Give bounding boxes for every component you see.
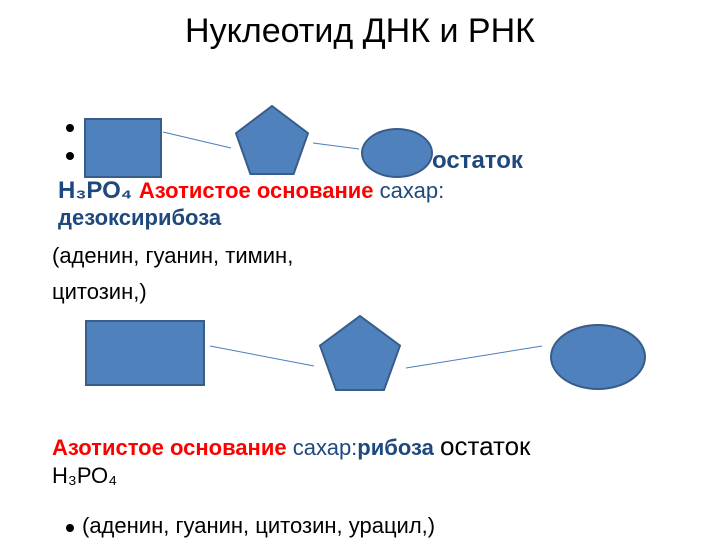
az-osnov: Азотистое основание — [139, 178, 380, 203]
dna-phosphate-rect — [84, 118, 162, 178]
dna-bases-line1: (аденин, гуанин, тимин, — [52, 242, 293, 270]
ostatok-text: остаток — [432, 147, 523, 174]
dezoksiriboza: дезоксирибоза — [58, 204, 221, 232]
dna-bases-line2: цитозин,) — [52, 278, 147, 306]
rna-line1: Азотистое основание сахар:рибоза остаток — [52, 430, 692, 463]
h3po4-part1: Н₃РО — [58, 177, 121, 204]
dna-connector-1 — [163, 132, 233, 150]
bullet-dot-3 — [66, 524, 74, 532]
dna-label-ostatok: остаток — [432, 146, 523, 176]
dna-base-ellipse — [361, 128, 433, 178]
rna-connector-1 — [210, 346, 316, 368]
h3po4-sub: ₄ — [121, 177, 139, 204]
slide: Нуклеотид ДНК и РНК остаток Н₃РО₄ Азотис… — [0, 0, 720, 540]
bullet-dot-1 — [66, 124, 74, 132]
rna-h3po4: Н₃РО₄ — [52, 462, 117, 490]
rna-phosphate-rect — [85, 320, 205, 386]
sahar-label: сахар: — [380, 178, 445, 203]
rna-sugar-pentagon-icon — [320, 316, 400, 390]
slide-title: Нуклеотид ДНК и РНК — [0, 12, 720, 51]
bullet-dot-2 — [66, 152, 74, 160]
dna-line2: Н₃РО₄ Азотистое основание сахар: — [58, 176, 668, 206]
rna-ostatok: остаток — [440, 431, 530, 461]
rna-riboza: рибоза — [357, 435, 440, 460]
dna-sugar-pentagon-icon — [236, 106, 308, 174]
rna-connector-2 — [406, 346, 544, 370]
rna-bases: (аденин, гуанин, цитозин, урацил,) — [82, 512, 435, 540]
rna-base-ellipse — [550, 324, 646, 390]
rna-az-osnov: Азотистое основание — [52, 435, 293, 460]
rna-sahar: сахар: — [293, 435, 358, 460]
dna-connector-2 — [313, 143, 361, 151]
